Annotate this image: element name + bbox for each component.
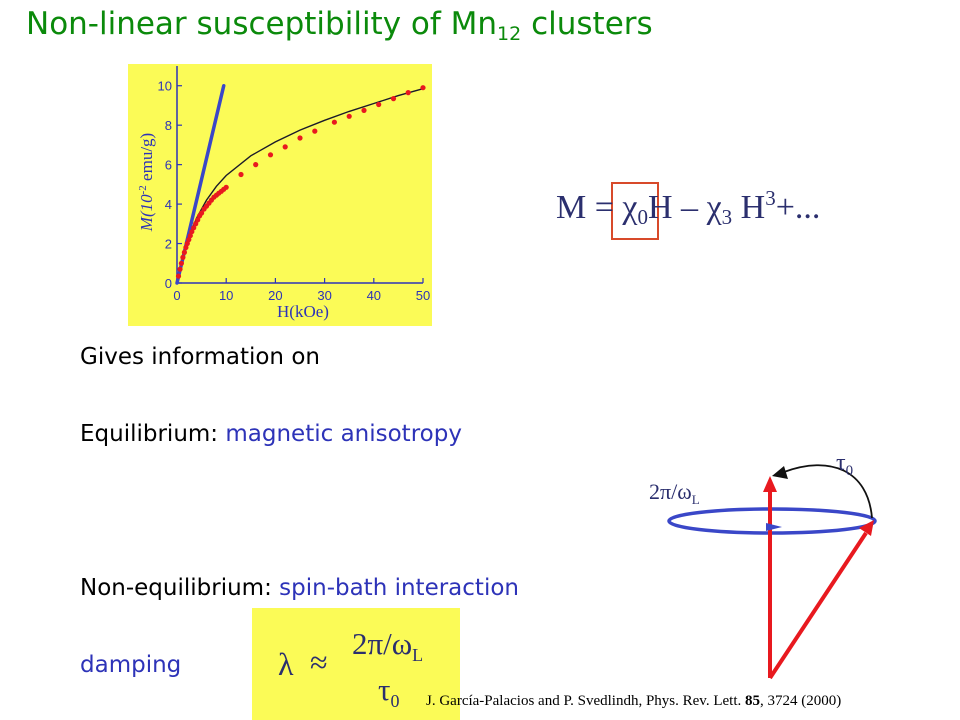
y-tick-label: 10 xyxy=(158,79,172,94)
data-point xyxy=(184,240,190,247)
y-label-exponent: -2 xyxy=(137,185,149,194)
y-tick-label: 6 xyxy=(165,158,172,173)
title-subscript: 12 xyxy=(497,23,522,45)
gives-information-text: Gives information on xyxy=(80,344,320,370)
data-point xyxy=(312,128,318,134)
data-point xyxy=(405,90,411,96)
nonequilibrium-line: Non-equilibrium: spin-bath interaction xyxy=(80,575,519,601)
x-tick-label: 0 xyxy=(173,288,180,303)
data-point xyxy=(282,144,288,150)
data-point xyxy=(195,217,201,223)
tau0-label: τ0 xyxy=(836,450,853,479)
damping-label: damping xyxy=(80,652,182,678)
data-point xyxy=(238,171,244,178)
data-point xyxy=(181,249,187,255)
data-point xyxy=(253,162,259,168)
data-point xyxy=(178,260,184,266)
data-point xyxy=(180,254,186,260)
data-point xyxy=(187,233,193,239)
y-label-base: M(10 xyxy=(137,194,156,232)
data-point xyxy=(297,135,303,141)
x-tick-label: 20 xyxy=(268,288,282,303)
data-points xyxy=(175,85,426,279)
x-axis-label: H(kOe) xyxy=(277,302,329,321)
data-point xyxy=(420,85,426,91)
y-tick-label: 0 xyxy=(165,276,172,291)
data-point xyxy=(183,244,189,251)
tilted-arrowhead xyxy=(859,520,874,536)
data-point xyxy=(223,184,229,190)
relaxation-arrowhead xyxy=(772,466,788,479)
y-axis-label: M(10-2 emu/g) xyxy=(137,133,156,232)
data-point xyxy=(390,96,397,102)
plot-background xyxy=(128,64,432,326)
y-tick-label: 2 xyxy=(165,237,172,252)
larmor-period-label: 2π/ωL xyxy=(649,479,700,507)
data-point xyxy=(191,225,197,231)
title-main: Non-linear susceptibility of Mn xyxy=(26,6,498,42)
vertical-arrowhead xyxy=(763,476,777,492)
chi3-highlight-box xyxy=(611,182,659,240)
approx-symbol: ≈ xyxy=(310,644,328,680)
x-tick-label: 50 xyxy=(416,288,430,303)
slide-title: Non-linear susceptibility of Mn12 cluste… xyxy=(26,6,653,45)
x-tick-label: 40 xyxy=(367,288,381,303)
x-tick-label: 10 xyxy=(219,288,233,303)
y-tick-label: 8 xyxy=(165,118,172,133)
data-point xyxy=(199,210,205,216)
formula-numerator: 2π/ωL xyxy=(352,626,424,666)
tilted-spin-arrow xyxy=(768,531,868,680)
formula-denominator: τ0 xyxy=(378,672,400,712)
citation: J. García-Palacios and P. Svedlindh, Phy… xyxy=(426,693,842,709)
precession-diagram: τ0 2π/ωL xyxy=(649,450,877,680)
data-point xyxy=(193,221,199,227)
data-point xyxy=(267,152,274,158)
lambda-symbol: λ xyxy=(278,646,294,682)
y-label-unit: emu/g) xyxy=(137,133,156,185)
x-tick-label: 30 xyxy=(317,288,331,303)
data-point xyxy=(175,273,182,279)
data-point xyxy=(361,107,367,113)
equilibrium-line: Equilibrium: magnetic anisotropy xyxy=(80,421,462,447)
title-tail: clusters xyxy=(521,6,653,42)
data-point xyxy=(331,119,337,125)
relaxation-arc xyxy=(783,464,873,519)
orbit-direction-arrow xyxy=(766,523,782,531)
damping-formula-box: λ ≈ 2π/ωL τ0 xyxy=(252,608,460,720)
data-point xyxy=(186,237,192,243)
data-point xyxy=(346,113,352,119)
data-point xyxy=(376,101,382,108)
magnetization-equation: M = χ0H – χ3 H3+... xyxy=(556,186,821,229)
plot-ticks: 0 10 20 30 40 50 0 2 4 6 8 10 xyxy=(158,79,431,303)
data-point xyxy=(189,229,195,235)
data-point xyxy=(177,266,183,272)
plot-axes xyxy=(176,66,423,284)
y-tick-label: 4 xyxy=(165,197,172,212)
